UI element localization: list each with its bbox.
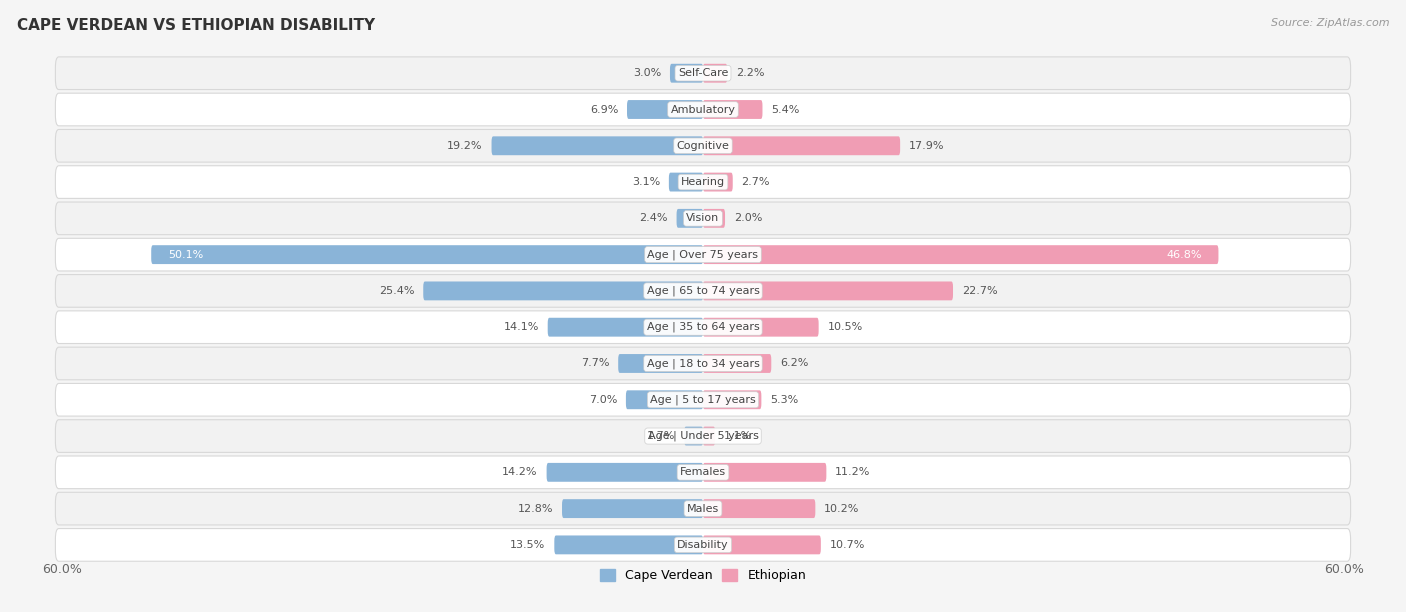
Text: 25.4%: 25.4% [380, 286, 415, 296]
FancyBboxPatch shape [703, 499, 815, 518]
FancyBboxPatch shape [703, 282, 953, 300]
Text: Age | 5 to 17 years: Age | 5 to 17 years [650, 395, 756, 405]
FancyBboxPatch shape [703, 427, 716, 446]
FancyBboxPatch shape [492, 136, 703, 155]
Text: 1.7%: 1.7% [647, 431, 675, 441]
Text: 22.7%: 22.7% [962, 286, 997, 296]
Text: CAPE VERDEAN VS ETHIOPIAN DISABILITY: CAPE VERDEAN VS ETHIOPIAN DISABILITY [17, 18, 375, 34]
FancyBboxPatch shape [55, 492, 1351, 525]
Text: 50.1%: 50.1% [167, 250, 202, 259]
FancyBboxPatch shape [703, 64, 727, 83]
Text: 2.7%: 2.7% [741, 177, 770, 187]
Text: 7.7%: 7.7% [581, 359, 609, 368]
FancyBboxPatch shape [703, 390, 762, 409]
FancyBboxPatch shape [703, 536, 821, 554]
FancyBboxPatch shape [55, 93, 1351, 126]
Text: 46.8%: 46.8% [1167, 250, 1202, 259]
FancyBboxPatch shape [627, 100, 703, 119]
FancyBboxPatch shape [562, 499, 703, 518]
Text: 12.8%: 12.8% [517, 504, 553, 513]
FancyBboxPatch shape [703, 100, 762, 119]
Text: 3.0%: 3.0% [633, 68, 661, 78]
Text: Cognitive: Cognitive [676, 141, 730, 151]
FancyBboxPatch shape [703, 318, 818, 337]
Text: 10.2%: 10.2% [824, 504, 859, 513]
Text: 13.5%: 13.5% [510, 540, 546, 550]
FancyBboxPatch shape [55, 202, 1351, 234]
Text: Vision: Vision [686, 214, 720, 223]
FancyBboxPatch shape [55, 130, 1351, 162]
Text: Age | 18 to 34 years: Age | 18 to 34 years [647, 358, 759, 369]
Legend: Cape Verdean, Ethiopian: Cape Verdean, Ethiopian [595, 564, 811, 588]
Text: 7.0%: 7.0% [589, 395, 617, 405]
FancyBboxPatch shape [55, 166, 1351, 198]
Text: 5.3%: 5.3% [770, 395, 799, 405]
FancyBboxPatch shape [55, 384, 1351, 416]
Text: Source: ZipAtlas.com: Source: ZipAtlas.com [1271, 18, 1389, 28]
FancyBboxPatch shape [669, 173, 703, 192]
Text: Age | Over 75 years: Age | Over 75 years [648, 249, 758, 260]
Text: 6.2%: 6.2% [780, 359, 808, 368]
Text: Hearing: Hearing [681, 177, 725, 187]
FancyBboxPatch shape [703, 209, 725, 228]
FancyBboxPatch shape [548, 318, 703, 337]
Text: 14.1%: 14.1% [503, 322, 538, 332]
Text: Females: Females [681, 468, 725, 477]
Text: 17.9%: 17.9% [908, 141, 945, 151]
Text: 10.5%: 10.5% [828, 322, 863, 332]
FancyBboxPatch shape [55, 238, 1351, 271]
FancyBboxPatch shape [676, 209, 703, 228]
FancyBboxPatch shape [619, 354, 703, 373]
Text: 60.0%: 60.0% [1324, 563, 1364, 576]
FancyBboxPatch shape [685, 427, 703, 446]
Text: 60.0%: 60.0% [42, 563, 82, 576]
FancyBboxPatch shape [55, 275, 1351, 307]
Text: 6.9%: 6.9% [591, 105, 619, 114]
FancyBboxPatch shape [55, 311, 1351, 343]
Text: Age | 35 to 64 years: Age | 35 to 64 years [647, 322, 759, 332]
Text: Ambulatory: Ambulatory [671, 105, 735, 114]
Text: 5.4%: 5.4% [772, 105, 800, 114]
FancyBboxPatch shape [55, 529, 1351, 561]
Text: 2.4%: 2.4% [640, 214, 668, 223]
Text: 3.1%: 3.1% [631, 177, 659, 187]
Text: 14.2%: 14.2% [502, 468, 537, 477]
FancyBboxPatch shape [55, 420, 1351, 452]
Text: 10.7%: 10.7% [830, 540, 865, 550]
Text: Age | 65 to 74 years: Age | 65 to 74 years [647, 286, 759, 296]
FancyBboxPatch shape [703, 354, 772, 373]
Text: 2.2%: 2.2% [737, 68, 765, 78]
FancyBboxPatch shape [55, 456, 1351, 488]
Text: 19.2%: 19.2% [447, 141, 482, 151]
FancyBboxPatch shape [55, 347, 1351, 380]
FancyBboxPatch shape [626, 390, 703, 409]
Text: Self-Care: Self-Care [678, 68, 728, 78]
FancyBboxPatch shape [703, 173, 733, 192]
Text: 2.0%: 2.0% [734, 214, 762, 223]
FancyBboxPatch shape [547, 463, 703, 482]
FancyBboxPatch shape [703, 136, 900, 155]
Text: Males: Males [688, 504, 718, 513]
Text: Age | Under 5 years: Age | Under 5 years [648, 431, 758, 441]
Text: 1.1%: 1.1% [724, 431, 752, 441]
FancyBboxPatch shape [423, 282, 703, 300]
FancyBboxPatch shape [55, 57, 1351, 89]
FancyBboxPatch shape [703, 463, 827, 482]
FancyBboxPatch shape [554, 536, 703, 554]
Text: 11.2%: 11.2% [835, 468, 870, 477]
FancyBboxPatch shape [152, 245, 703, 264]
Text: Disability: Disability [678, 540, 728, 550]
FancyBboxPatch shape [669, 64, 703, 83]
FancyBboxPatch shape [703, 245, 1219, 264]
